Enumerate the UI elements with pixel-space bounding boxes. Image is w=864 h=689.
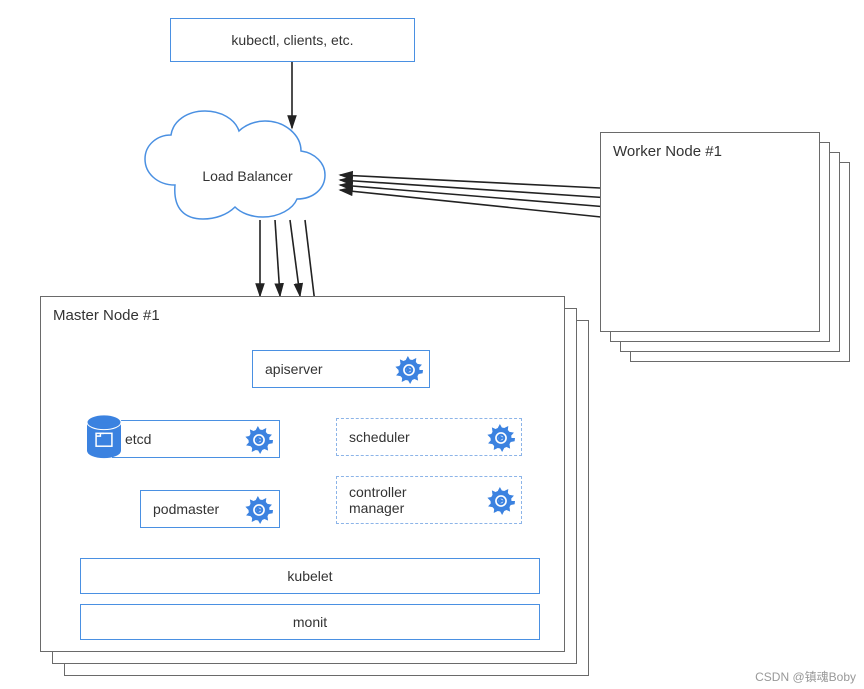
master-node-title: Master Node #1 [41, 297, 564, 334]
etcd-label: etcd [125, 431, 151, 447]
kubelet-box: kubelet [80, 558, 540, 594]
kubelet-label: kubelet [81, 568, 539, 584]
apiserver-label: apiserver [265, 361, 323, 377]
scheduler-box: scheduler [336, 418, 522, 456]
podmaster-box: podmaster [140, 490, 280, 528]
apiserver-box: apiserver [252, 350, 430, 388]
watermark: CSDN @镇魂Boby [755, 668, 856, 685]
monit-box: monit [80, 604, 540, 640]
controller-label: controller manager [349, 484, 407, 516]
podmaster-label: podmaster [153, 501, 219, 517]
gear-icon [487, 487, 515, 515]
load-balancer-label: Load Balancer [165, 168, 330, 184]
gear-icon [395, 356, 423, 384]
clients-box: kubectl, clients, etc. [170, 18, 415, 62]
clients-label: kubectl, clients, etc. [171, 32, 414, 48]
worker-node-card: Worker Node #1 [600, 132, 820, 332]
monit-label: monit [81, 614, 539, 630]
gear-icon [245, 426, 273, 454]
gear-icon [245, 496, 273, 524]
scheduler-label: scheduler [349, 429, 410, 445]
controller-box: controller manager [336, 476, 522, 524]
gear-icon [487, 424, 515, 452]
etcd-box: etcd [112, 420, 280, 458]
worker-node-title: Worker Node #1 [601, 133, 819, 170]
database-icon [86, 414, 122, 465]
